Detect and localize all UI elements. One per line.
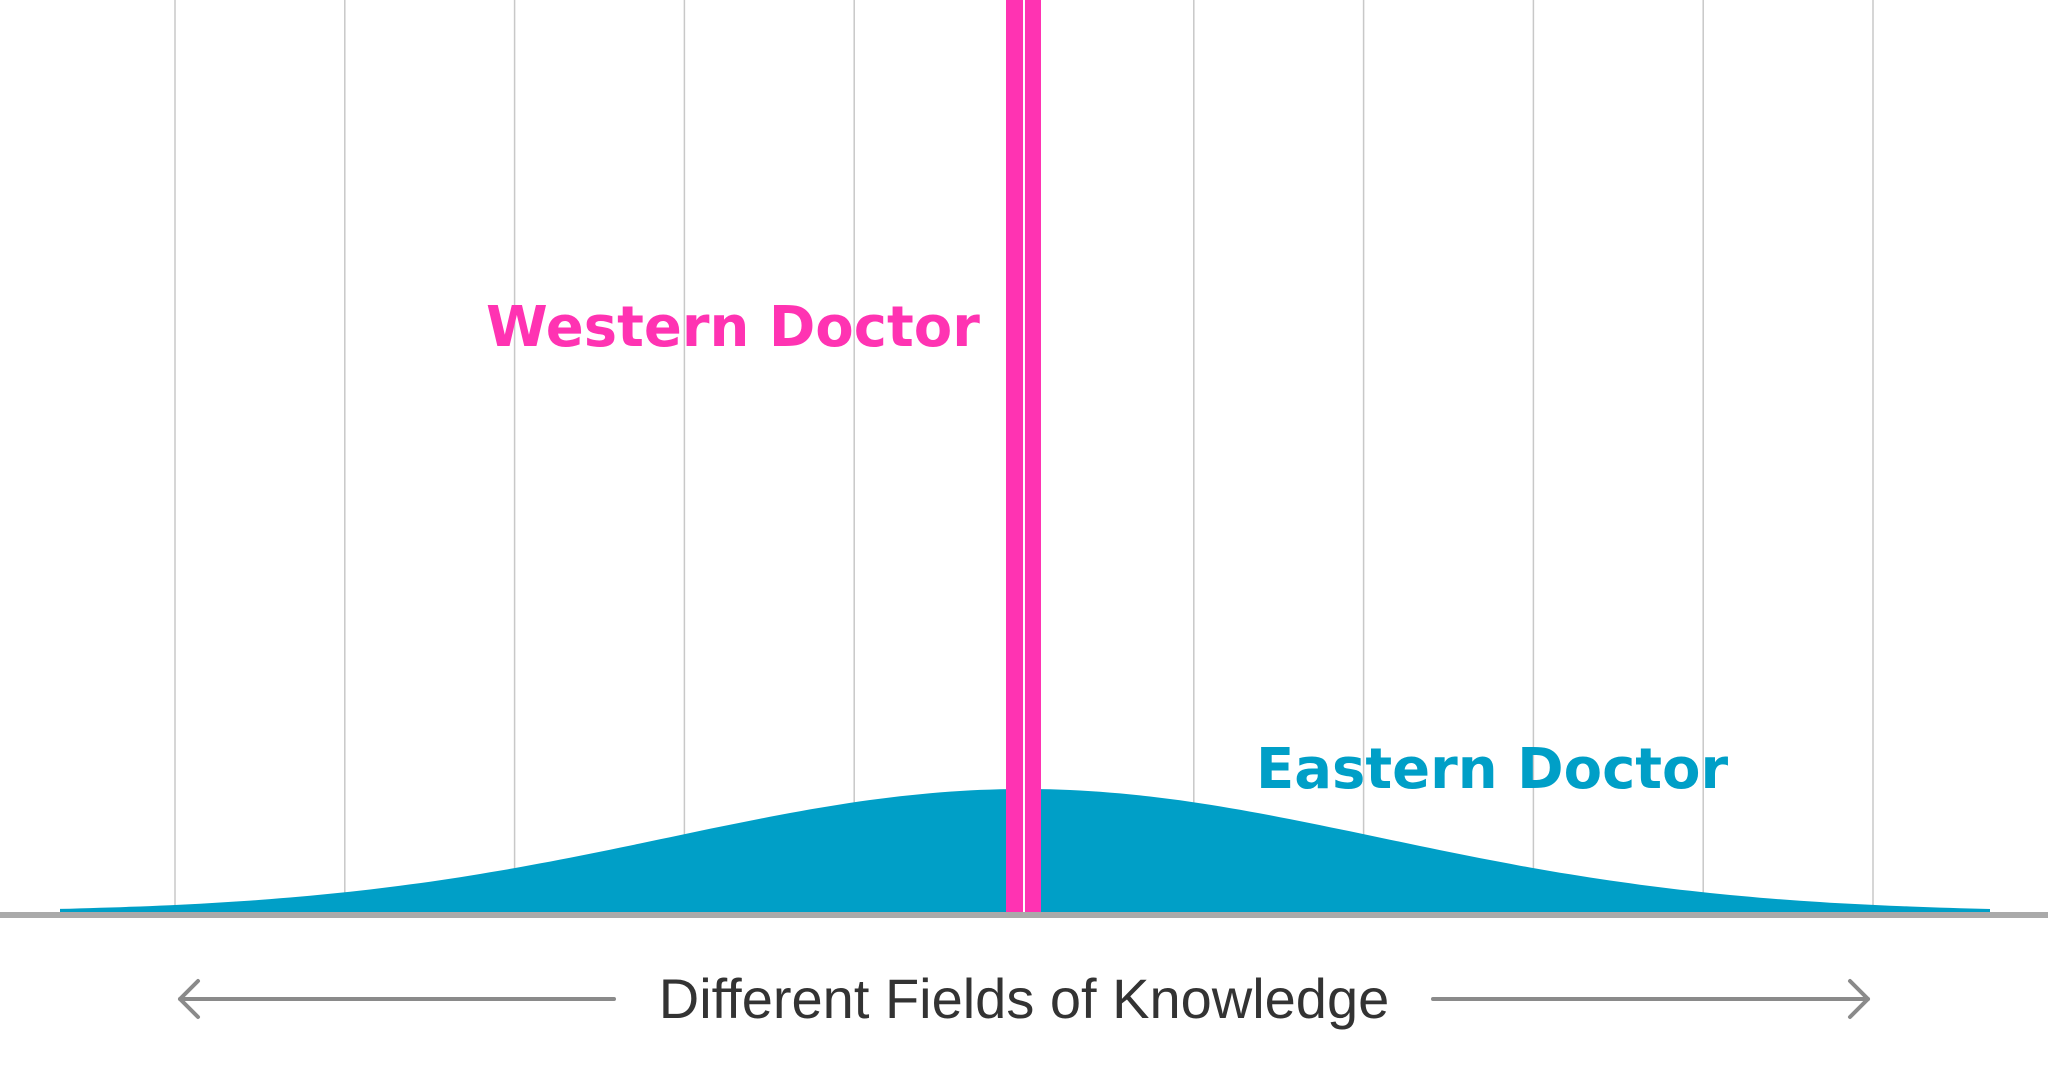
axis-arrows — [178, 979, 1870, 1019]
grid — [174, 0, 1874, 912]
axis-title: Different Fields of Knowledge — [659, 967, 1390, 1030]
eastern-label: Eastern Doctor — [1256, 737, 1729, 802]
western-label: Western Doctor — [486, 295, 980, 360]
right-arrow-head — [1848, 979, 1870, 1019]
left-arrow-head — [178, 979, 200, 1019]
